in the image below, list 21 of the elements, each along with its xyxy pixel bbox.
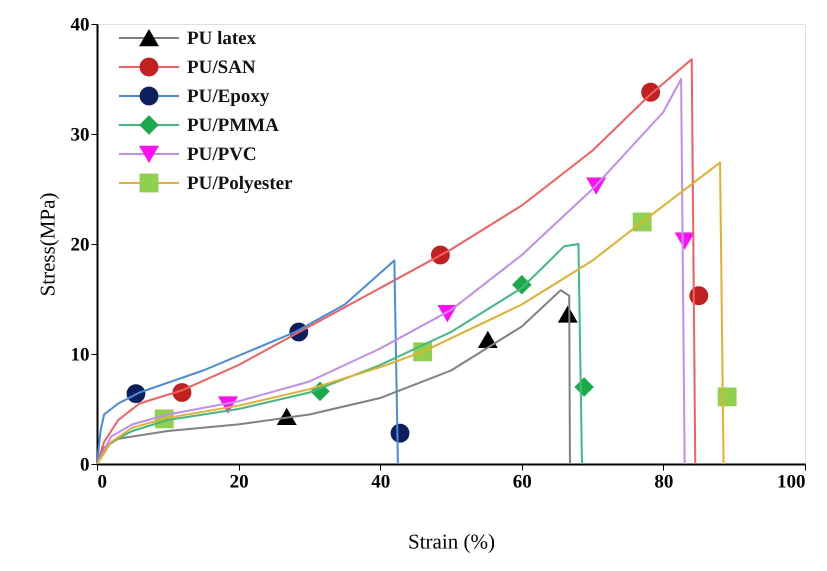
y-tick-label: 40 <box>70 14 90 36</box>
y-tick-label: 10 <box>70 344 90 366</box>
line-series <box>97 260 399 464</box>
y-axis-title: Stress(MPa) <box>36 192 60 296</box>
legend-label: PU/Polyester <box>187 173 294 194</box>
legend-label: PU/Epoxy <box>187 86 270 107</box>
x-tick-label: 0 <box>98 472 107 492</box>
x-axis-title: Strain (%) <box>408 530 495 554</box>
x-tick-label: 40 <box>371 472 390 492</box>
x-tick-label: 60 <box>512 472 532 492</box>
line-series <box>97 162 725 464</box>
y-tick-label: 20 <box>70 234 90 256</box>
legend-label: PU/SAN <box>187 57 256 78</box>
legend-label: PU/PVC <box>187 144 257 165</box>
y-tick-label: 30 <box>70 124 90 146</box>
legend-label: PU/PMMA <box>187 115 280 136</box>
x-tick-label: 20 <box>230 472 249 492</box>
legend-label: PU latex <box>187 28 257 49</box>
y-tick-label: 0 <box>80 454 90 476</box>
x-tick-label: 80 <box>654 472 674 492</box>
x-tick-label: 100 <box>777 472 806 492</box>
